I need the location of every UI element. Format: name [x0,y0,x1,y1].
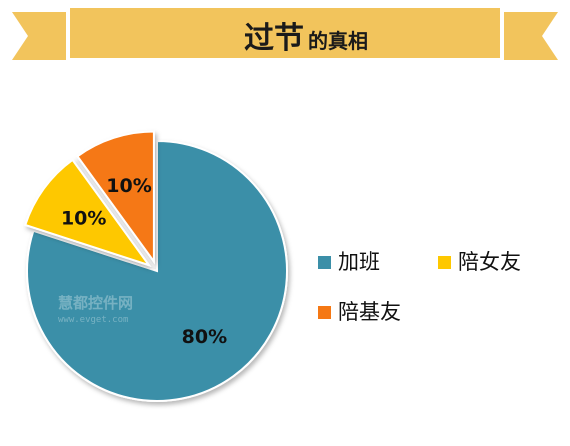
pie-slice-3 [76,130,155,265]
title-small: 的真相 [308,29,368,53]
watermark-url: www.evget.com [58,315,128,325]
pie-slices [24,130,288,402]
legend-swatch [318,256,331,269]
legend-swatch [438,256,451,269]
banner-body [70,8,500,58]
pie-slice-label: 80% [182,326,227,348]
pie-slice-label: 10% [61,208,106,230]
pie-slice-1 [26,139,288,402]
banner-ribbon [12,12,66,60]
title-banner: 过节 的真相 [12,8,558,60]
pie-slice-2 [24,158,152,268]
watermark: 慧都控件网 www.evget.com [58,294,133,325]
pie-labels: 80% 10%10% [61,175,227,348]
title-big: 过节 [244,21,304,56]
watermark-text: 慧都控件网 [58,294,133,312]
legend-swatch [318,306,331,319]
legend-label: 加班 [338,250,380,274]
pie-slice-label: 10% [106,175,151,197]
legend-label: 陪女友 [458,250,521,274]
banner-ribbon [504,12,558,60]
legend-label: 陪基友 [338,300,401,324]
